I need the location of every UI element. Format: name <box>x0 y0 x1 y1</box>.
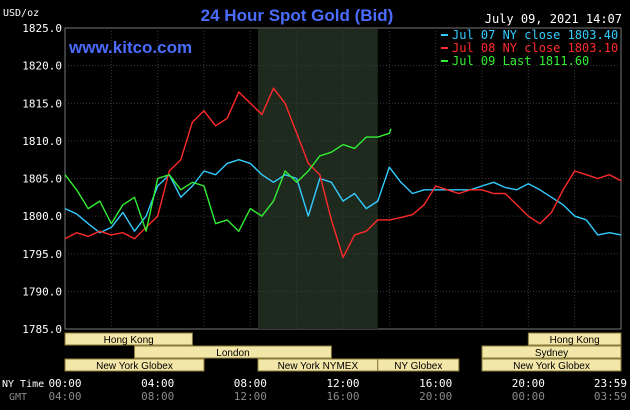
x-tick-ny: 23:59 <box>594 377 627 390</box>
legend-swatch-jul08 <box>441 47 448 49</box>
x-tick-ny: 08:00 <box>234 377 267 390</box>
legend-swatch-jul07 <box>441 34 448 36</box>
y-tick-label: 1800.0 <box>22 210 62 223</box>
x-tick-gmt: 20:00 <box>419 390 452 403</box>
session-label: Hong Kong <box>550 335 600 346</box>
plot-area <box>64 27 622 330</box>
x-tick-ny: 04:00 <box>141 377 174 390</box>
session-bar <box>527 332 622 346</box>
session-bar <box>481 358 622 372</box>
x-tick-gmt: 00:00 <box>512 390 545 403</box>
y-tick-label: 1825.0 <box>22 22 62 35</box>
website-label[interactable]: www.kitco.com <box>68 38 192 57</box>
x-tick-gmt: 08:00 <box>141 390 174 403</box>
x-tick-gmt: 03:59 <box>594 390 627 403</box>
gmt-label: GMT <box>9 392 27 403</box>
ny-time-label: NY Time <box>2 379 44 390</box>
legend-swatch-jul09 <box>441 60 448 62</box>
unit-label: USD/oz <box>3 8 39 19</box>
y-tick-label: 1785.0 <box>22 323 62 336</box>
legend-item-jul08: Jul 08 NY close 1803.10 <box>452 41 618 55</box>
legend-item-jul07: Jul 07 NY close 1803.40 <box>452 28 618 42</box>
session-label: New York NYMEX <box>278 361 359 372</box>
legend-item-jul09: Jul 09 Last 1811.60 <box>452 54 589 68</box>
session-bar <box>64 332 193 346</box>
market-sessions: Hong Kong Hong Kong London Sydney New York G… <box>64 332 622 372</box>
series-lines <box>64 87 622 259</box>
session-label: Hong Kong <box>104 335 154 346</box>
x-tick-ny: 12:00 <box>326 377 359 390</box>
y-tick-label: 1790.0 <box>22 285 62 298</box>
date-label: July 09, 2021 14:07 <box>485 12 622 26</box>
series-line-1 <box>64 158 622 236</box>
chart-title: 24 Hour Spot Gold (Bid) <box>201 6 394 25</box>
x-tick-gmt: 04:00 <box>48 390 81 403</box>
session-bar <box>481 345 622 359</box>
y-tick-label: 1820.0 <box>22 60 62 73</box>
x-tick-gmt: 12:00 <box>234 390 267 403</box>
session-label: New York Globex <box>96 361 173 372</box>
session-label: New York Globex <box>513 361 590 372</box>
y-tick-label: 1805.0 <box>22 173 62 186</box>
y-tick-label: 1795.0 <box>22 248 62 261</box>
y-tick-label: 1815.0 <box>22 97 62 110</box>
x-axis-ticks: 00:0004:0004:0008:0008:0012:0012:0016:00… <box>48 377 627 403</box>
session-label: NY Globex <box>394 361 442 372</box>
y-tick-label: 1810.0 <box>22 135 62 148</box>
session-bar <box>377 358 460 372</box>
session-label: Sydney <box>535 348 568 359</box>
x-tick-ny: 20:00 <box>512 377 545 390</box>
x-tick-gmt: 16:00 <box>326 390 359 403</box>
x-tick-ny: 00:00 <box>48 377 81 390</box>
session-bar <box>64 358 205 372</box>
x-tick-ny: 16:00 <box>419 377 452 390</box>
series-line-3 <box>64 128 392 232</box>
legend: Jul 07 NY close 1803.40 Jul 08 NY close … <box>441 28 618 68</box>
series-line-2 <box>64 87 622 259</box>
session-label: London <box>216 348 249 359</box>
session-bar <box>134 345 332 359</box>
y-axis-ticks: 1785.0 1790.0 1795.0 1800.0 1805.0 1810.0 1815… <box>22 22 62 336</box>
